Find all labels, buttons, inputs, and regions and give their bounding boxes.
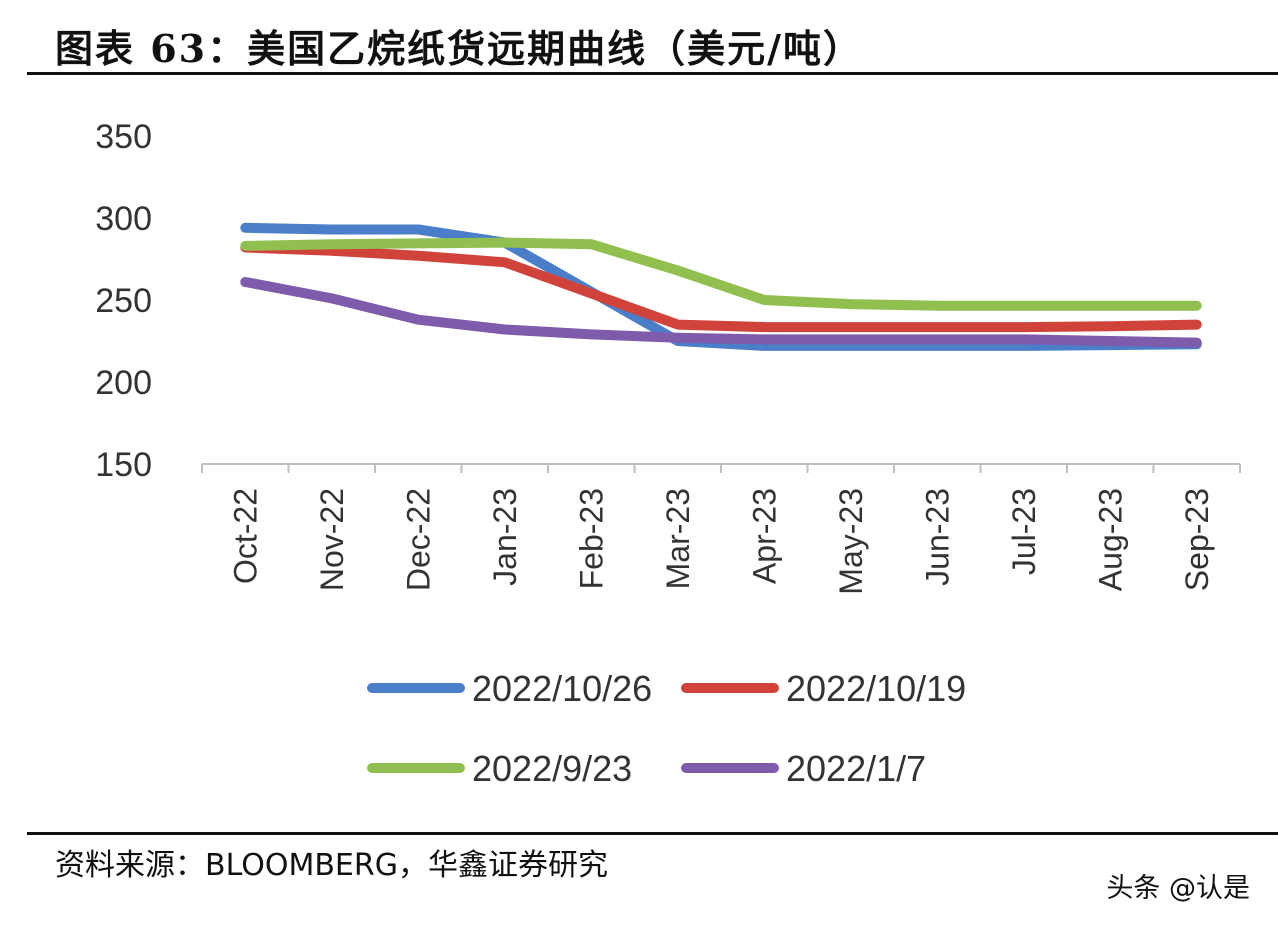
x-axis: Oct-22 Nov-22 Dec-22 Jan-23 Feb-23 Mar-23 Apr-… (201, 463, 1241, 595)
x-tick-label: Mar-23 (660, 488, 696, 589)
legend-item: 2022/9/23 (367, 748, 632, 789)
legend-label: 2022/10/26 (472, 668, 652, 709)
legend-item: 2022/10/26 (367, 668, 652, 709)
watermark: 头条 @认是 (1106, 873, 1250, 904)
x-tick-label: Jul-23 (1006, 488, 1042, 575)
x-tick-label: Nov-22 (314, 488, 350, 591)
plot-area (240, 222, 1202, 351)
x-tick-label: Oct-22 (227, 488, 263, 584)
series-line (240, 277, 1202, 348)
x-tick-label: Feb-23 (573, 488, 609, 589)
x-tick-label: Dec-22 (400, 488, 436, 591)
series-line (240, 242, 1202, 333)
y-tick-label: 350 (95, 118, 152, 156)
series-line (240, 237, 1202, 311)
legend-label: 2022/1/7 (786, 748, 926, 789)
y-tick-label: 150 (95, 446, 152, 484)
legend-label: 2022/9/23 (472, 748, 632, 789)
source-note: 资料来源：BLOOMBERG，华鑫证券研究 (55, 848, 608, 883)
x-tick-label: May-23 (833, 488, 869, 595)
x-tick-label: Jan-23 (487, 488, 523, 586)
x-tick-label: Aug-23 (1092, 488, 1128, 591)
y-tick-label: 250 (95, 282, 152, 320)
y-axis: 150 200 250 300 350 (95, 118, 152, 484)
y-tick-label: 300 (95, 200, 152, 238)
chart-title: 图表 63：美国乙烷纸货远期曲线（美元/吨） (55, 26, 863, 71)
legend-item: 2022/1/7 (681, 748, 926, 789)
x-tick-label: Jun-23 (919, 488, 955, 586)
x-tick-label: Sep-23 (1179, 488, 1215, 591)
y-tick-label: 200 (95, 364, 152, 402)
legend-label: 2022/10/19 (786, 668, 966, 709)
legend-item: 2022/10/19 (681, 668, 966, 709)
x-tick-label: Apr-23 (746, 488, 782, 584)
title-divider (27, 72, 1278, 75)
legend: 2022/10/26 2022/10/19 2022/9/23 2022/1/7 (367, 668, 966, 789)
source-divider (27, 832, 1278, 835)
